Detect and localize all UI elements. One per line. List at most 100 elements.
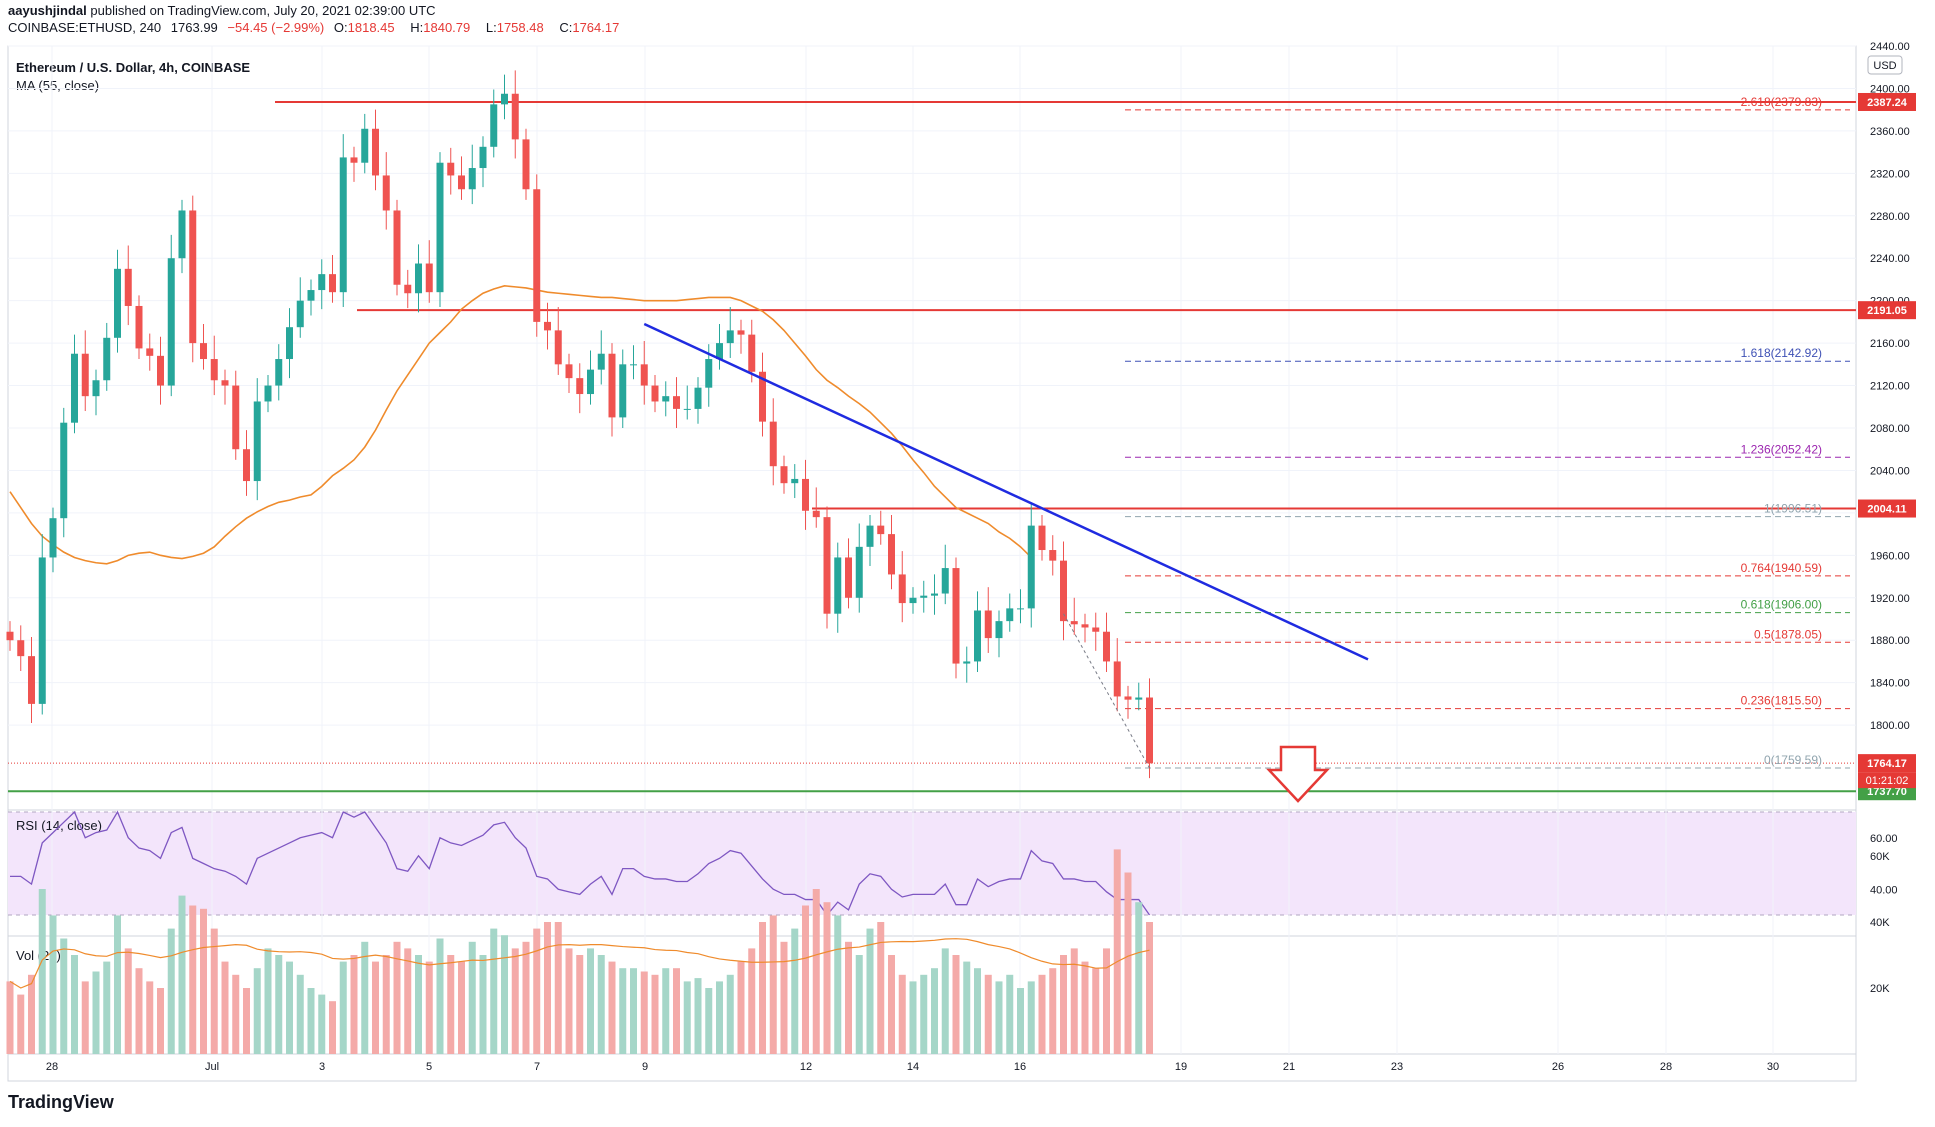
currency-badge[interactable] <box>1867 55 1903 75</box>
candle-body <box>909 597 917 604</box>
candle-body <box>501 93 508 105</box>
tradingview-logo[interactable]: TradingView <box>8 1092 114 1113</box>
candle-body <box>1038 525 1046 551</box>
high-value: 1840.79 <box>423 20 471 35</box>
published-text: published on TradingView.com, July 20, 2… <box>90 3 436 18</box>
candle-body <box>81 353 89 397</box>
candle-body <box>705 359 713 388</box>
fib-level-label: 2.618(2379.83) <box>1741 95 1822 109</box>
volume-bar <box>1038 974 1046 1054</box>
candle-body <box>178 210 186 259</box>
volume-bar <box>501 935 508 1054</box>
countdown-tag <box>1858 772 1916 789</box>
volume-bar <box>748 948 756 1054</box>
candle-body <box>264 385 272 402</box>
candle-body <box>898 574 906 604</box>
volume-bar <box>619 968 627 1054</box>
candle-body <box>189 210 197 344</box>
author-name[interactable]: aayushjindal <box>8 3 87 18</box>
candle-body <box>544 321 551 331</box>
candle-body <box>447 162 455 176</box>
candle-body <box>146 348 154 356</box>
candle-body <box>995 621 1003 639</box>
volume-bar <box>393 941 401 1054</box>
volume-bar <box>544 922 551 1054</box>
price-tag <box>1858 499 1916 518</box>
volume-bar <box>124 948 132 1054</box>
candle-body <box>576 378 584 395</box>
volume-bar <box>608 961 616 1054</box>
candle-body <box>135 305 143 349</box>
volume-bar <box>834 915 842 1054</box>
price-tag <box>1858 92 1916 111</box>
volume-bar <box>984 974 992 1054</box>
volume-bar <box>447 955 455 1054</box>
candle-body <box>253 401 261 482</box>
candle-body <box>630 364 637 366</box>
volume-bar <box>189 905 197 1054</box>
candle-body <box>802 478 809 511</box>
candle-body <box>759 371 766 422</box>
candle-body <box>694 387 702 409</box>
down-arrow <box>1266 745 1330 803</box>
volume-bar <box>103 961 111 1054</box>
volume-bar <box>522 941 530 1054</box>
time-tick-label: 26 <box>1552 1061 1564 1073</box>
volume-bar <box>1081 961 1089 1054</box>
volume-bar <box>275 955 283 1054</box>
volume-bar <box>1049 968 1057 1054</box>
rsi-tick-label: 40.00 <box>1870 884 1898 896</box>
fib-level-label: 0.618(1906.00) <box>1741 598 1822 612</box>
fib-level-label: 0(1759.59) <box>1764 753 1822 767</box>
candle-body <box>479 146 487 169</box>
candle-body <box>511 93 519 140</box>
volume-bar <box>963 961 971 1054</box>
volume-bar <box>339 961 347 1054</box>
volume-bar <box>726 974 734 1054</box>
candle-body <box>1135 697 1143 700</box>
volume-bar <box>329 1001 336 1054</box>
candle-body <box>318 274 326 291</box>
volume-bar <box>350 955 358 1054</box>
candle-body <box>931 593 938 596</box>
candle-body <box>952 568 960 664</box>
volume-bar <box>1146 922 1153 1054</box>
candle-body <box>71 353 78 423</box>
candle-body <box>307 290 315 301</box>
volume-bar <box>1006 974 1014 1054</box>
volume-bar <box>705 988 713 1054</box>
volume-bar <box>888 955 895 1054</box>
time-tick-label: 9 <box>642 1061 648 1073</box>
price-tag-label: 2387.24 <box>1867 97 1908 109</box>
candle-body <box>1103 631 1110 662</box>
volume-bar <box>651 974 659 1054</box>
price-tick-label: 2320.00 <box>1870 168 1910 180</box>
ma-label: MA (55, close) <box>16 78 99 93</box>
candle-body <box>103 337 111 381</box>
last-price: 1763.99 <box>170 20 218 35</box>
candle-body <box>49 518 57 558</box>
candle-body <box>17 640 25 657</box>
volume-bar <box>909 981 917 1054</box>
price-tag-label: 1737.70 <box>1867 786 1907 798</box>
volume-bar <box>683 981 691 1054</box>
candle-body <box>1017 608 1024 610</box>
candle-body <box>587 369 594 395</box>
volume-bar <box>425 961 433 1054</box>
chart-canvas[interactable]: Ethereum / U.S. Dollar, 4h, COINBASE MA … <box>0 40 1935 1085</box>
volume-bar <box>81 981 89 1054</box>
time-tick-label: 16 <box>1014 1061 1026 1073</box>
volume-bar <box>232 974 240 1054</box>
volume-bar <box>759 922 766 1054</box>
chart-title: Ethereum / U.S. Dollar, 4h, COINBASE <box>16 60 250 75</box>
candle-body <box>823 517 831 614</box>
candle-body <box>737 330 745 335</box>
volume-bar <box>1060 955 1067 1054</box>
price-tick-label: 1920.00 <box>1870 593 1910 605</box>
volume-tick-label: 40K <box>1870 917 1890 929</box>
price-tick-label: 2360.00 <box>1870 126 1910 138</box>
candle-body <box>1070 621 1078 625</box>
volume-bar <box>479 955 487 1054</box>
fib-level-label: 0.236(1815.50) <box>1741 694 1822 708</box>
candle-body <box>1049 550 1057 561</box>
